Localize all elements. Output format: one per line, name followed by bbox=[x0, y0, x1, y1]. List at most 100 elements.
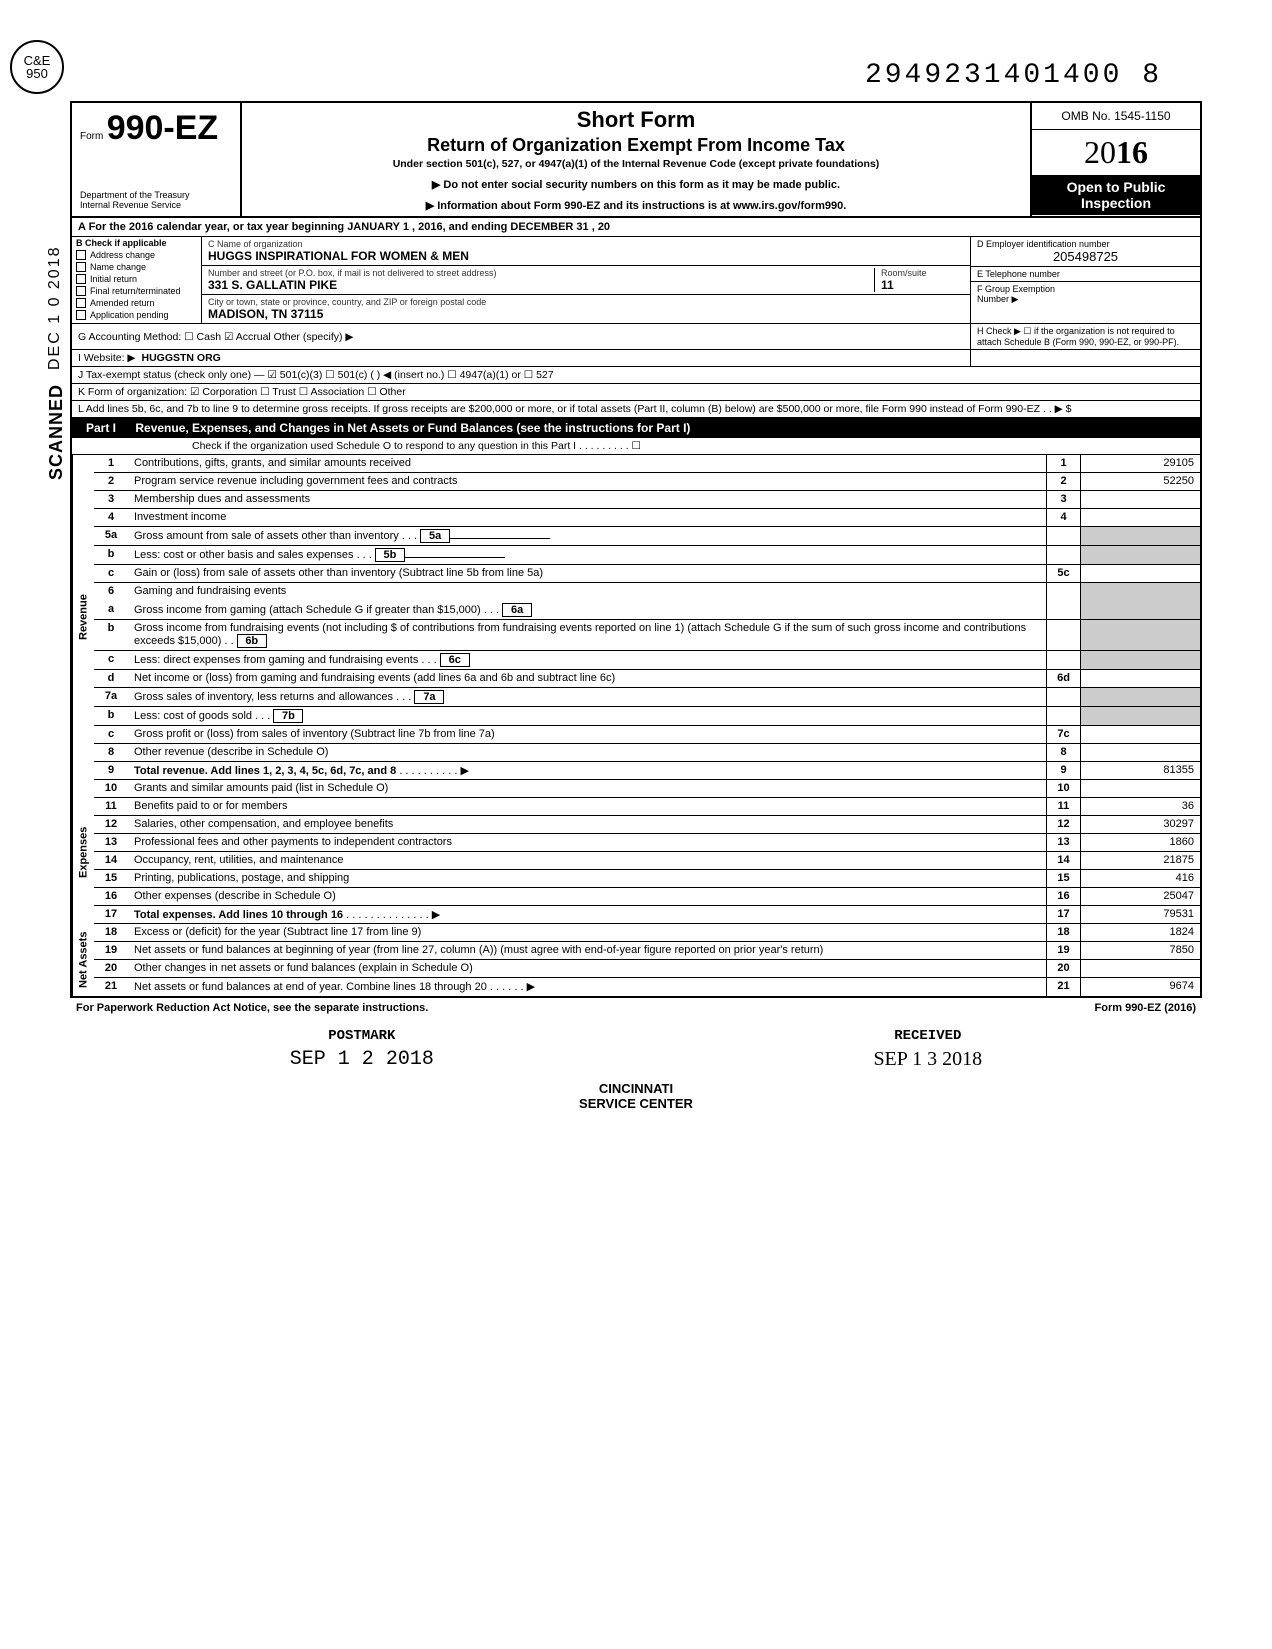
document-id: 2949231401400 8 bbox=[70, 60, 1202, 91]
expenses-side-label: Expenses bbox=[72, 780, 94, 924]
line-7b-desc: Less: cost of goods sold . . . 7b bbox=[128, 707, 1046, 725]
form-label: Form bbox=[80, 131, 103, 142]
phone-label: E Telephone number bbox=[977, 269, 1194, 279]
vertical-scan-date: DEC 1 0 2018 bbox=[46, 245, 64, 370]
line-15-desc: Printing, publications, postage, and shi… bbox=[128, 870, 1046, 887]
received-date: SEP 1 3 2018 bbox=[873, 1048, 982, 1071]
line-4-desc: Investment income bbox=[128, 509, 1046, 526]
row-h-schedule-b: H Check ▶ ☐ if the organization is not r… bbox=[970, 324, 1200, 349]
row-g-accounting: G Accounting Method: ☐ Cash ☑ Accrual Ot… bbox=[72, 324, 970, 349]
arrow-line-2: ▶ Information about Form 990-EZ and its … bbox=[252, 199, 1020, 212]
stamp-area: POSTMARK SEP 1 2 2018 RECEIVED SEP 1 3 2… bbox=[70, 1028, 1202, 1071]
line-6b-desc: Gross income from fundraising events (no… bbox=[128, 620, 1046, 650]
form-container: Form 990-EZ Department of the Treasury I… bbox=[70, 101, 1202, 998]
line-7c-amt bbox=[1080, 726, 1200, 743]
room-value: 11 bbox=[881, 278, 964, 292]
website-value: HUGGSTN ORG bbox=[141, 352, 220, 364]
line-11-amt: 36 bbox=[1080, 798, 1200, 815]
line-5b-desc: Less: cost or other basis and sales expe… bbox=[128, 546, 1046, 564]
line-13-desc: Professional fees and other payments to … bbox=[128, 834, 1046, 851]
tax-year: 2016 bbox=[1032, 130, 1200, 175]
line-21-amt: 9674 bbox=[1080, 978, 1200, 996]
line-14-amt: 21875 bbox=[1080, 852, 1200, 869]
postmark-stamp: POSTMARK SEP 1 2 2018 bbox=[290, 1028, 434, 1071]
service-center-stamp: CINCINNATI SERVICE CENTER bbox=[70, 1081, 1202, 1111]
line-12-amt: 30297 bbox=[1080, 816, 1200, 833]
ein-cell: D Employer identification number 2054987… bbox=[971, 237, 1200, 267]
line-5a-desc: Gross amount from sale of assets other t… bbox=[128, 527, 1046, 545]
part-1-label: Part I bbox=[80, 421, 122, 435]
line-8-amt bbox=[1080, 744, 1200, 761]
line-18-desc: Excess or (deficit) for the year (Subtra… bbox=[128, 924, 1046, 941]
line-2-amt: 52250 bbox=[1080, 473, 1200, 490]
part-1-title: Revenue, Expenses, and Changes in Net As… bbox=[135, 421, 690, 435]
line-18-amt: 1824 bbox=[1080, 924, 1200, 941]
check-app-pending[interactable]: Application pending bbox=[72, 309, 201, 321]
department-label: Department of the Treasury Internal Reve… bbox=[80, 186, 232, 210]
line-19-amt: 7850 bbox=[1080, 942, 1200, 959]
line-5c-desc: Gain or (loss) from sale of assets other… bbox=[128, 565, 1046, 582]
footer-row: For Paperwork Reduction Act Notice, see … bbox=[70, 998, 1202, 1018]
line-14-desc: Occupancy, rent, utilities, and maintena… bbox=[128, 852, 1046, 869]
part-1-checkline: Check if the organization used Schedule … bbox=[72, 438, 1200, 455]
street-label: Number and street (or P.O. box, if mail … bbox=[208, 268, 874, 278]
org-name: HUGGS INSPIRATIONAL FOR WOMEN & MEN bbox=[208, 249, 469, 263]
vertical-scanned: SCANNED bbox=[46, 384, 67, 480]
line-6a-desc: Gross income from gaming (attach Schedul… bbox=[128, 601, 1046, 619]
check-initial-return[interactable]: Initial return bbox=[72, 273, 201, 285]
line-16-amt: 25047 bbox=[1080, 888, 1200, 905]
line-6d-amt bbox=[1080, 670, 1200, 687]
revenue-section: Revenue 1Contributions, gifts, grants, a… bbox=[72, 455, 1200, 780]
line-6-desc: Gaming and fundraising events bbox=[128, 583, 1046, 601]
line-20-amt bbox=[1080, 960, 1200, 977]
col-c-org-info: C Name of organization HUGGS INSPIRATION… bbox=[202, 237, 970, 323]
line-13-amt: 1860 bbox=[1080, 834, 1200, 851]
phone-cell: E Telephone number bbox=[971, 267, 1200, 282]
line-3-amt bbox=[1080, 491, 1200, 508]
ein-label: D Employer identification number bbox=[977, 239, 1194, 249]
expenses-section: Expenses 10Grants and similar amounts pa… bbox=[72, 780, 1200, 924]
city-label: City or town, state or province, country… bbox=[208, 297, 486, 307]
line-6c-desc: Less: direct expenses from gaming and fu… bbox=[128, 651, 1046, 669]
col-b-header: B Check if applicable bbox=[72, 237, 201, 249]
line-2-desc: Program service revenue including govern… bbox=[128, 473, 1046, 490]
line-1-amt: 29105 bbox=[1080, 455, 1200, 472]
line-10-amt bbox=[1080, 780, 1200, 797]
ein-value: 205498725 bbox=[977, 249, 1194, 264]
line-9-amt: 81355 bbox=[1080, 762, 1200, 779]
footer-right: Form 990-EZ (2016) bbox=[1095, 1002, 1196, 1014]
form-number: 990-EZ bbox=[107, 109, 219, 147]
header-right: OMB No. 1545-1150 2016 Open to Public In… bbox=[1030, 103, 1200, 216]
footer-left: For Paperwork Reduction Act Notice, see … bbox=[76, 1002, 428, 1014]
check-final-return[interactable]: Final return/terminated bbox=[72, 285, 201, 297]
form-header: Form 990-EZ Department of the Treasury I… bbox=[72, 103, 1200, 218]
part-1-header: Part I Revenue, Expenses, and Changes in… bbox=[72, 418, 1200, 438]
col-b-checkboxes: B Check if applicable Address change Nam… bbox=[72, 237, 202, 323]
line-1-desc: Contributions, gifts, grants, and simila… bbox=[128, 455, 1046, 472]
net-assets-section: Net Assets 18Excess or (deficit) for the… bbox=[72, 924, 1200, 996]
check-address-change[interactable]: Address change bbox=[72, 249, 201, 261]
arrow-line-1: ▶ Do not enter social security numbers o… bbox=[252, 178, 1020, 191]
line-17-amt: 79531 bbox=[1080, 906, 1200, 923]
org-name-label: C Name of organization bbox=[208, 239, 303, 249]
line-8-desc: Other revenue (describe in Schedule O) bbox=[128, 744, 1046, 761]
check-amended[interactable]: Amended return bbox=[72, 297, 201, 309]
open-inspection: Open to Public Inspection bbox=[1032, 175, 1200, 215]
postmark-date: SEP 1 2 2018 bbox=[290, 1048, 434, 1071]
omb-number: OMB No. 1545-1150 bbox=[1032, 103, 1200, 130]
line-17-desc: Total expenses. Add lines 10 through 16 … bbox=[128, 906, 1046, 923]
line-19-desc: Net assets or fund balances at beginning… bbox=[128, 942, 1046, 959]
check-name-change[interactable]: Name change bbox=[72, 261, 201, 273]
line-15-amt: 416 bbox=[1080, 870, 1200, 887]
header-center: Short Form Return of Organization Exempt… bbox=[242, 103, 1030, 216]
row-j-tax-status: J Tax-exempt status (check only one) — ☑… bbox=[72, 367, 1200, 384]
row-k-form-org: K Form of organization: ☑ Corporation ☐ … bbox=[72, 384, 1200, 401]
row-i-website: I Website: ▶ HUGGSTN ORG bbox=[72, 350, 970, 366]
line-12-desc: Salaries, other compensation, and employ… bbox=[128, 816, 1046, 833]
line-6d-desc: Net income or (loss) from gaming and fun… bbox=[128, 670, 1046, 687]
received-stamp: RECEIVED SEP 1 3 2018 bbox=[873, 1028, 982, 1071]
title-return: Return of Organization Exempt From Incom… bbox=[252, 135, 1020, 156]
section-bcd: B Check if applicable Address change Nam… bbox=[72, 237, 1200, 324]
header-left: Form 990-EZ Department of the Treasury I… bbox=[72, 103, 242, 216]
city-value: MADISON, TN 37115 bbox=[208, 307, 323, 321]
